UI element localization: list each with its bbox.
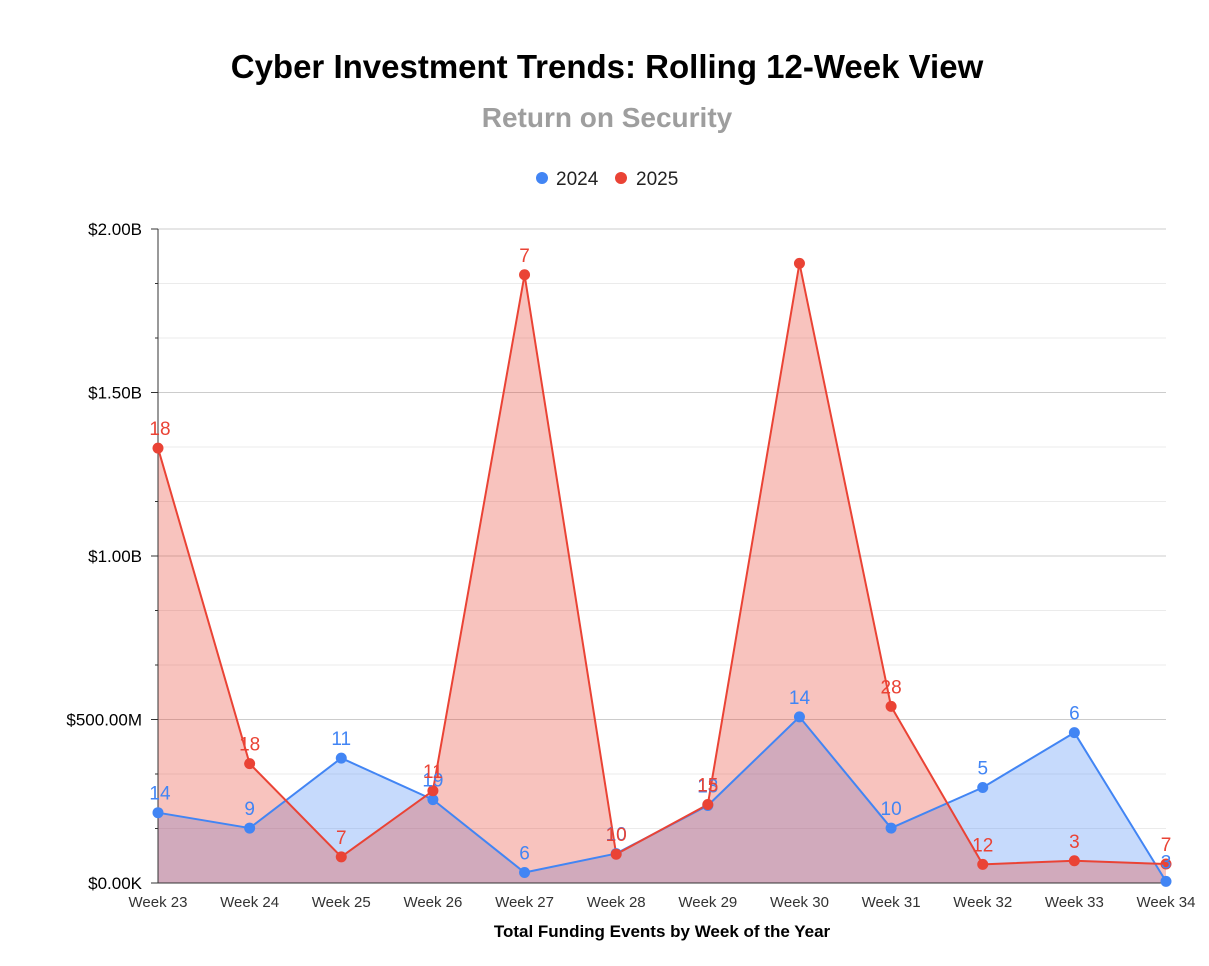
x-tick-label: Week 29 — [678, 894, 737, 911]
data-label-2025: 7 — [336, 828, 347, 849]
data-point-2024 — [885, 822, 897, 834]
data-label-2024: 13 — [697, 777, 718, 798]
area-series-2024 — [158, 716, 1166, 883]
data-point-2024 — [152, 807, 164, 819]
x-tick-label: Week 32 — [953, 894, 1012, 911]
series-lines — [157, 262, 1167, 882]
x-tick-label: Week 33 — [1045, 894, 1104, 911]
y-tick-label: $1.50B — [88, 384, 142, 403]
y-tick-label: $0.00K — [88, 874, 143, 893]
data-label-2024: 6 — [519, 844, 530, 865]
data-label-2024: 14 — [789, 688, 811, 709]
data-point-2025 — [335, 851, 347, 863]
grid-lines — [158, 228, 1166, 829]
legend-label-2025: 2025 — [636, 169, 678, 190]
data-label-2024: 9 — [244, 799, 255, 820]
x-tick-label: Week 25 — [312, 894, 371, 911]
legend-marker-2024 — [536, 172, 548, 184]
data-point-2025 — [1160, 858, 1172, 870]
data-point-2025 — [152, 442, 164, 454]
x-tick-label: Week 27 — [495, 894, 554, 911]
data-point-2025 — [977, 858, 989, 870]
data-label-2024: 19 — [422, 771, 443, 792]
y-tick-label: $500.00M — [66, 711, 142, 730]
y-tick-label: $1.00B — [88, 547, 142, 566]
data-label-2024: 5 — [977, 759, 988, 780]
x-tick-label: Week 34 — [1137, 894, 1196, 911]
line-series-2025 — [157, 262, 1167, 866]
x-tick-label: Week 24 — [220, 894, 279, 911]
data-label-2025: 11 — [423, 762, 443, 783]
data-point-2025 — [1068, 855, 1080, 867]
data-label-2025: 7 — [1161, 835, 1172, 856]
data-label-2025: 12 — [972, 835, 993, 856]
data-point-2024 — [793, 711, 805, 723]
x-tick-label: Week 26 — [403, 894, 462, 911]
x-tick-label: Week 31 — [862, 894, 921, 911]
data-point-2024 — [335, 752, 347, 764]
data-point-2024 — [977, 782, 989, 794]
data-point-2024 — [244, 822, 256, 834]
x-axis-title: Total Funding Events by Week of the Year — [494, 922, 831, 941]
data-label-2025: 28 — [881, 677, 902, 698]
data-label-2025: 18 — [149, 419, 170, 440]
data-point-2024 — [427, 794, 439, 806]
data-label-2025: 3 — [1069, 832, 1080, 853]
data-label-2024: 10 — [606, 825, 627, 846]
x-tick-label: Week 23 — [129, 894, 188, 911]
data-point-2024 — [1160, 875, 1172, 887]
series-areas — [158, 263, 1166, 884]
y-axis-ticks: $0.00K $500.00M $1.00B $1.50B $2.00B — [66, 220, 158, 893]
data-label-2025: 15 — [697, 776, 718, 797]
data-label-2025: 18 — [239, 735, 260, 756]
data-point-2025 — [244, 758, 256, 770]
series-points — [152, 257, 1172, 887]
legend-marker-2025 — [615, 172, 627, 184]
legend-label-2024: 2024 — [556, 169, 599, 190]
data-label-2025: 10 — [606, 825, 627, 846]
data-point-2025 — [427, 785, 439, 797]
data-point-2025 — [702, 799, 714, 811]
data-label-2024: 10 — [881, 799, 902, 820]
chart-title: Cyber Investment Trends: Rolling 12-Week… — [231, 48, 984, 85]
data-point-2024 — [1068, 727, 1080, 739]
x-tick-label: Week 30 — [770, 894, 829, 911]
data-point-2025 — [793, 257, 805, 269]
data-label-2024: 6 — [1069, 704, 1080, 725]
y-tick-label: $2.00B — [88, 220, 142, 239]
x-tick-label: Week 28 — [587, 894, 646, 911]
data-label-2024: 14 — [149, 784, 171, 805]
data-point-2025 — [885, 700, 897, 712]
data-label-2025: 7 — [519, 246, 530, 267]
x-axis-ticks: Week 23 Week 24 Week 25 Week 26 Week 27 Week … — [129, 894, 1196, 911]
data-point-2025 — [610, 848, 622, 860]
data-point-2025 — [519, 269, 531, 281]
legend: 2024 2025 — [536, 169, 678, 190]
data-label-2024: 11 — [331, 729, 351, 750]
data-point-2024 — [519, 867, 531, 879]
chart-subtitle: Return on Security — [482, 102, 733, 133]
data-label-2024: 3 — [1161, 852, 1172, 873]
